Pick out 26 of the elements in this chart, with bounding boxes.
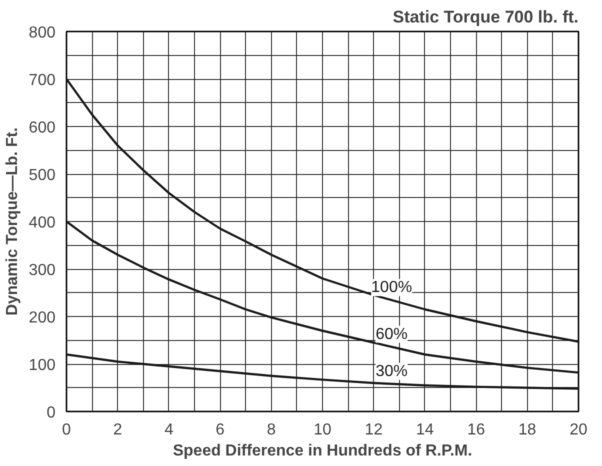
x-tick-label: 20: [570, 422, 588, 438]
chart-title: Static Torque 700 lb. ft.: [392, 8, 579, 26]
x-tick-label: 10: [314, 422, 332, 438]
x-tick-label: 0: [62, 422, 72, 438]
x-tick-label: 4: [164, 422, 174, 438]
x-tick-label: 16: [467, 422, 486, 438]
y-tick-label: 600: [28, 120, 56, 136]
y-tick-label: 800: [28, 24, 56, 42]
series-label: 100%: [371, 279, 412, 296]
x-tick-label: 6: [216, 422, 225, 438]
y-tick-label: 0: [46, 404, 56, 422]
y-tick-label: 700: [28, 72, 56, 89]
x-tick-label: 12: [364, 422, 383, 438]
y-tick-label: 100: [28, 357, 56, 374]
y-tick-label: 200: [28, 310, 56, 326]
x-tick-label: 14: [416, 422, 434, 438]
y-tick-label: 500: [28, 167, 56, 184]
y-axis-title: Dynamic Torque—Lb. Ft.: [4, 127, 21, 316]
y-tick-label: 300: [28, 262, 56, 279]
series-label: 30%: [376, 362, 408, 380]
x-axis-title: Speed Difference in Hundreds of R.P.M.: [172, 442, 472, 460]
y-tick-label: 400: [28, 214, 56, 232]
x-tick-label: 18: [518, 422, 536, 438]
x-tick-label: 8: [266, 422, 276, 438]
x-tick-label: 2: [113, 422, 122, 438]
series-label: 60%: [376, 326, 408, 343]
